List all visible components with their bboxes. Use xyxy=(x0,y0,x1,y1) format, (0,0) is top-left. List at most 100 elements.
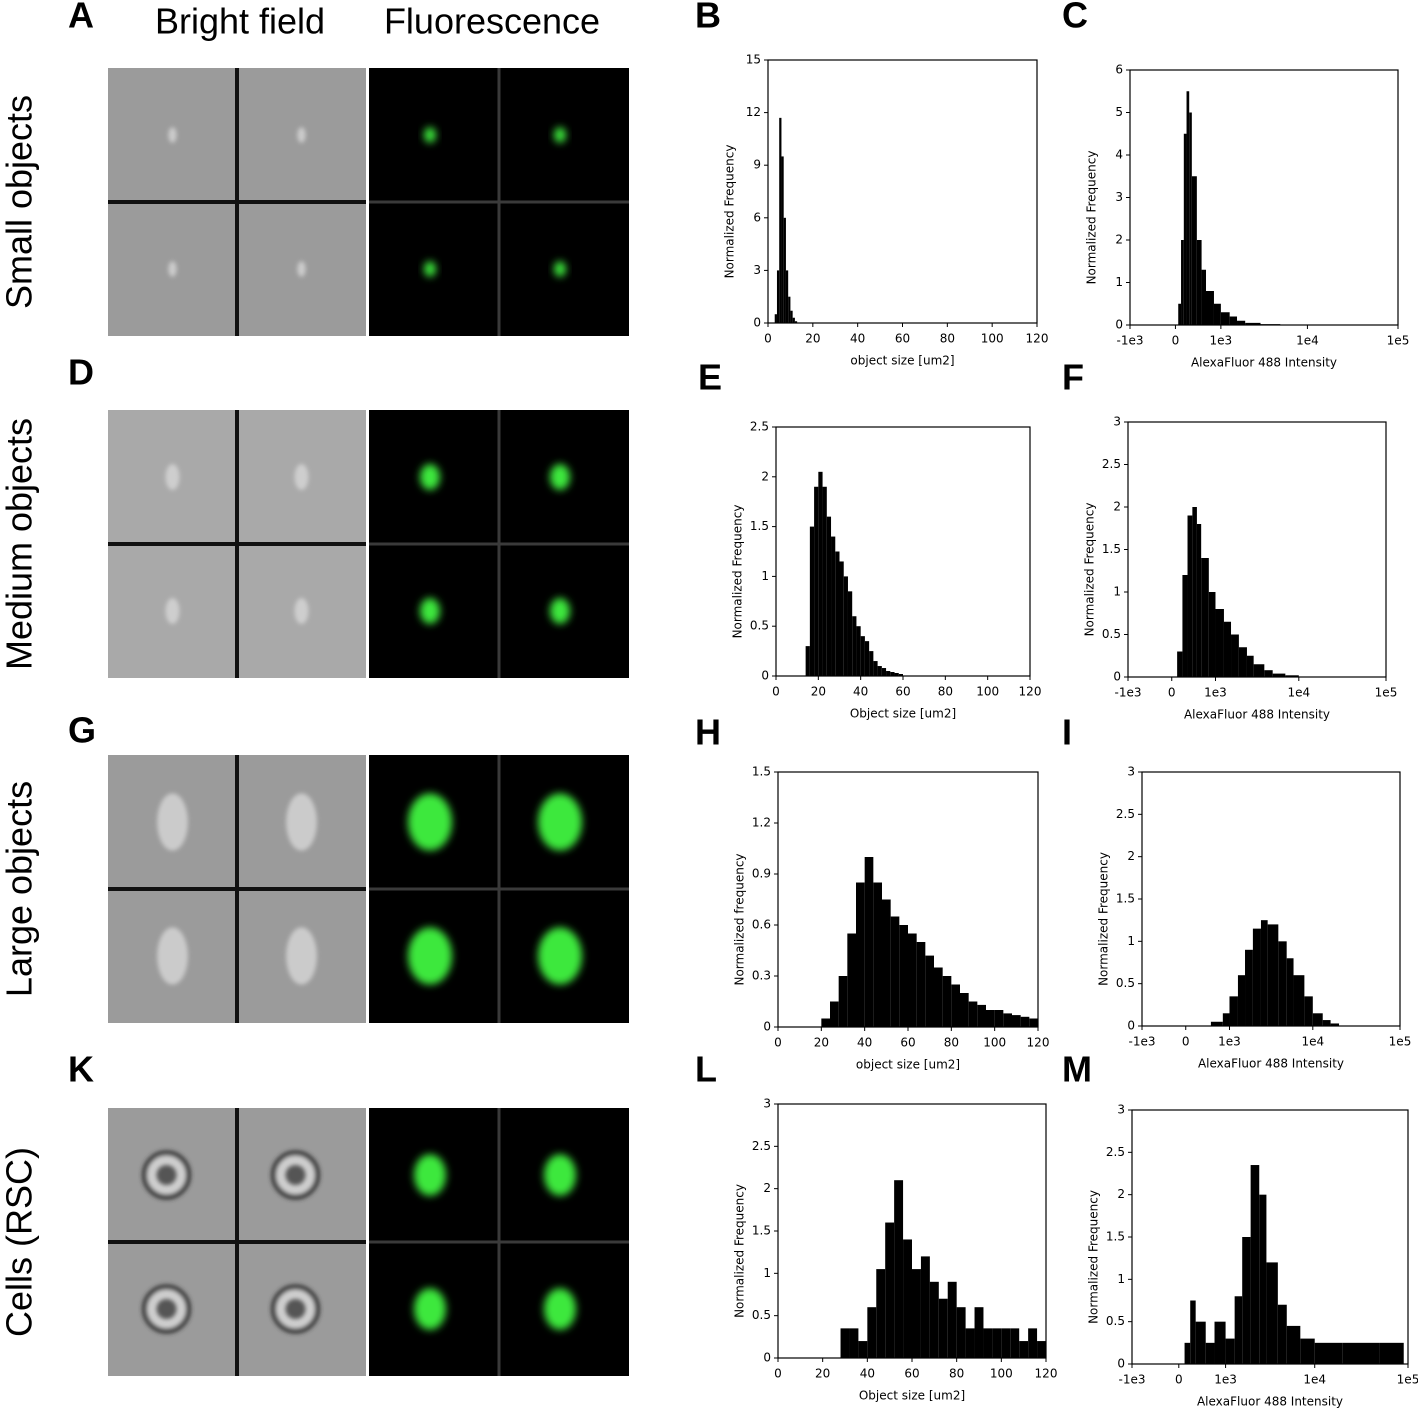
bar xyxy=(1314,1342,1343,1364)
y-tick-label: 1 xyxy=(1127,934,1135,948)
bar xyxy=(805,646,810,676)
x-tick-label: 100 xyxy=(983,1036,1006,1050)
x-tick-label: 1e5 xyxy=(1397,1373,1418,1387)
bar xyxy=(822,486,827,676)
x-tick-label: 1e5 xyxy=(1389,1035,1412,1049)
panel-letter: H xyxy=(695,712,721,753)
fluorescent-object xyxy=(554,127,566,143)
bar xyxy=(1237,320,1246,325)
bar xyxy=(1252,928,1261,1026)
bar xyxy=(877,666,882,676)
bar xyxy=(1192,507,1197,677)
bar xyxy=(869,651,874,676)
fluorescent-object xyxy=(554,261,566,277)
fluorescent-object xyxy=(544,1288,576,1330)
x-tick-label: 60 xyxy=(895,685,910,699)
bar xyxy=(856,626,861,676)
y-tick-label: 1.5 xyxy=(1106,1230,1125,1244)
y-axis-label: Normalized Frequency xyxy=(1085,151,1099,285)
bar xyxy=(1195,1321,1206,1364)
panel-letter: B xyxy=(695,0,721,36)
x-tick-label: 20 xyxy=(814,1036,829,1050)
y-tick-label: 3 xyxy=(1117,1103,1125,1117)
bar xyxy=(852,616,857,676)
y-tick-label: 0.5 xyxy=(1106,1314,1125,1328)
bar xyxy=(1183,133,1187,325)
panel-letter: D xyxy=(68,352,94,393)
bar xyxy=(818,471,823,676)
object xyxy=(165,598,180,624)
x-tick-label: -1e3 xyxy=(1119,1373,1146,1387)
bar xyxy=(1184,1342,1191,1364)
bar xyxy=(920,1256,930,1358)
bar xyxy=(1037,1341,1046,1358)
bar xyxy=(974,1307,984,1358)
bar xyxy=(890,672,895,676)
bar xyxy=(960,993,969,1027)
bar xyxy=(968,1001,978,1027)
bar xyxy=(986,1010,995,1027)
x-tick-label: 40 xyxy=(860,1367,875,1381)
fluorescent-object xyxy=(550,464,570,490)
x-tick-label: 1e3 xyxy=(1218,1035,1241,1049)
bar xyxy=(783,217,786,323)
bar xyxy=(912,1269,921,1358)
object xyxy=(286,927,317,985)
cell-core xyxy=(156,1165,177,1185)
x-tick-label: 60 xyxy=(904,1367,919,1381)
y-tick-label: 0 xyxy=(761,669,769,683)
y-tick-label: 4 xyxy=(1115,148,1123,162)
x-tick-label: 1e3 xyxy=(1210,334,1233,348)
cell-core xyxy=(285,1165,306,1185)
x-axis-label: Object size [um2] xyxy=(850,707,956,721)
y-tick-label: 0.5 xyxy=(750,619,769,633)
bar xyxy=(792,317,795,323)
y-tick-label: 0.3 xyxy=(752,969,771,983)
y-tick-label: 2 xyxy=(1115,233,1123,247)
bar xyxy=(951,984,960,1027)
bar xyxy=(1245,949,1253,1026)
y-tick-label: 2.5 xyxy=(750,420,769,434)
object xyxy=(168,261,177,277)
x-tick-label: 80 xyxy=(944,1036,959,1050)
divider xyxy=(369,200,629,204)
bar xyxy=(1178,303,1182,325)
bar xyxy=(1229,996,1238,1026)
x-axis-label: Object size [um2] xyxy=(859,1389,965,1403)
y-tick-label: 0.5 xyxy=(1116,976,1135,990)
x-tick-label: 20 xyxy=(805,332,820,346)
bar xyxy=(1272,673,1286,677)
cell-core xyxy=(285,1299,306,1319)
bar xyxy=(1190,1300,1196,1364)
fluorescent-object xyxy=(424,127,436,143)
x-tick-label: 40 xyxy=(857,1036,872,1050)
panel-letter: I xyxy=(1062,712,1072,753)
panel-letter: G xyxy=(68,710,96,751)
bar xyxy=(785,270,789,323)
x-tick-label: 1e3 xyxy=(1214,1373,1237,1387)
object xyxy=(294,464,309,490)
object xyxy=(157,927,188,985)
x-tick-label: 80 xyxy=(949,1367,964,1381)
bar xyxy=(847,933,856,1027)
bar xyxy=(929,1281,939,1358)
bar xyxy=(839,561,844,676)
panel-letter: C xyxy=(1062,0,1088,36)
bar xyxy=(1201,558,1209,677)
bar xyxy=(1285,675,1299,677)
object xyxy=(168,127,177,143)
bar xyxy=(1019,1341,1029,1358)
x-tick-label: 80 xyxy=(938,685,953,699)
bar xyxy=(1286,958,1294,1026)
divider xyxy=(369,887,629,891)
bar xyxy=(873,661,878,676)
y-tick-label: 2 xyxy=(1113,500,1121,514)
y-tick-label: 1 xyxy=(1113,585,1121,599)
y-tick-label: 0 xyxy=(1115,318,1123,332)
bar xyxy=(1304,996,1313,1026)
bar xyxy=(838,976,848,1027)
fluorescent-object xyxy=(414,1288,446,1330)
panel-letter: E xyxy=(698,357,722,398)
x-tick-label: 120 xyxy=(1026,332,1049,346)
